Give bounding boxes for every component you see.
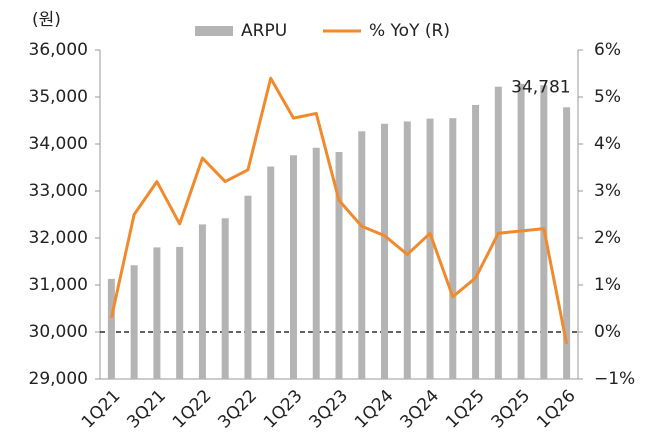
y-tick-label: 36,000 bbox=[29, 40, 88, 60]
x-tick-label: 1Q25 bbox=[442, 386, 489, 433]
x-tick-label: 3Q22 bbox=[214, 386, 261, 433]
bar bbox=[358, 131, 366, 379]
y2-tick-label: −1% bbox=[594, 369, 635, 389]
bar bbox=[426, 118, 434, 380]
y2-tick-label: 5% bbox=[594, 87, 621, 107]
bar bbox=[449, 118, 457, 380]
legend-label: ARPU bbox=[241, 21, 287, 41]
bar bbox=[130, 265, 138, 379]
y-tick-label: 30,000 bbox=[29, 322, 88, 342]
y-tick-label: 31,000 bbox=[29, 275, 88, 295]
y2-tick-label: 2% bbox=[594, 228, 621, 248]
bar bbox=[221, 218, 229, 379]
y2-tick-label: 4% bbox=[594, 134, 621, 154]
y2-tick-label: 3% bbox=[594, 181, 621, 201]
x-tick-label: 1Q23 bbox=[260, 386, 307, 433]
yoy-line bbox=[109, 76, 569, 345]
bar bbox=[403, 121, 411, 379]
bar bbox=[381, 123, 389, 379]
bar bbox=[153, 247, 161, 379]
x-tick-label: 3Q23 bbox=[306, 386, 353, 433]
x-tick-label: 3Q21 bbox=[123, 386, 170, 433]
y2-tick-label: 1% bbox=[594, 275, 621, 295]
y-tick-label: 34,000 bbox=[29, 134, 88, 154]
bar bbox=[244, 195, 252, 379]
y-tick-label: 32,000 bbox=[29, 228, 88, 248]
bar bbox=[107, 278, 115, 379]
x-tick-label: 1Q26 bbox=[533, 386, 580, 433]
y-tick-label: 33,000 bbox=[29, 181, 88, 201]
y-axis-label: (원) bbox=[32, 10, 61, 30]
legend-swatch bbox=[195, 26, 233, 36]
bar bbox=[563, 107, 571, 379]
bar bbox=[289, 155, 297, 379]
bar bbox=[472, 104, 480, 380]
y-tick-label: 35,000 bbox=[29, 87, 88, 107]
bar bbox=[335, 151, 343, 379]
x-tick-label: 1Q22 bbox=[169, 386, 216, 433]
bar bbox=[312, 147, 320, 379]
y-tick-label: 29,000 bbox=[29, 369, 88, 389]
x-tick-label: 1Q21 bbox=[78, 386, 125, 433]
x-tick-label: 1Q24 bbox=[351, 386, 398, 433]
y2-tick-label: 6% bbox=[594, 40, 621, 60]
bar bbox=[176, 246, 184, 379]
x-tick-label: 3Q25 bbox=[488, 386, 535, 433]
x-tick-label: 3Q24 bbox=[397, 386, 444, 433]
bar bbox=[198, 224, 206, 379]
legend-label: % YoY (R) bbox=[369, 21, 450, 41]
y2-tick-label: 0% bbox=[594, 322, 621, 342]
data-label: 34,781 bbox=[511, 77, 570, 97]
bar bbox=[267, 166, 275, 379]
